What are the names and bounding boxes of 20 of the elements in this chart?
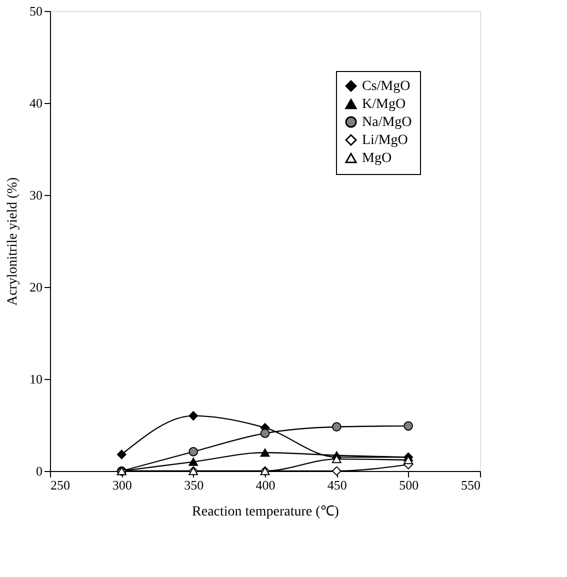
x-tick-label: 350 [184,478,204,492]
y-tick-label: 20 [30,280,42,294]
legend-label: Na/MgO [362,115,412,130]
x-axis-title: Reaction temperature (℃) [192,504,340,520]
x-tick-label: 450 [327,478,347,492]
legend-label: K/MgO [362,97,406,112]
x-tick-label: 550 [461,478,480,492]
y-tick-label: 10 [30,372,42,386]
y-tick-label: 30 [30,188,42,202]
legend-label: MgO [362,151,392,166]
x-tick-label: 250 [50,478,70,492]
y-tick-label: 40 [30,96,42,110]
x-tick-label: 500 [399,478,419,492]
y-tick-label: 50 [30,4,42,18]
x-tick-label: 400 [256,478,276,492]
x-tick-label: 300 [112,478,132,492]
legend-label: Cs/MgO [362,79,410,94]
y-tick-label: 0 [36,464,42,478]
legend-label: Li/MgO [362,133,408,148]
y-axis-title: Acrylonitrile yield (%) [6,177,20,306]
